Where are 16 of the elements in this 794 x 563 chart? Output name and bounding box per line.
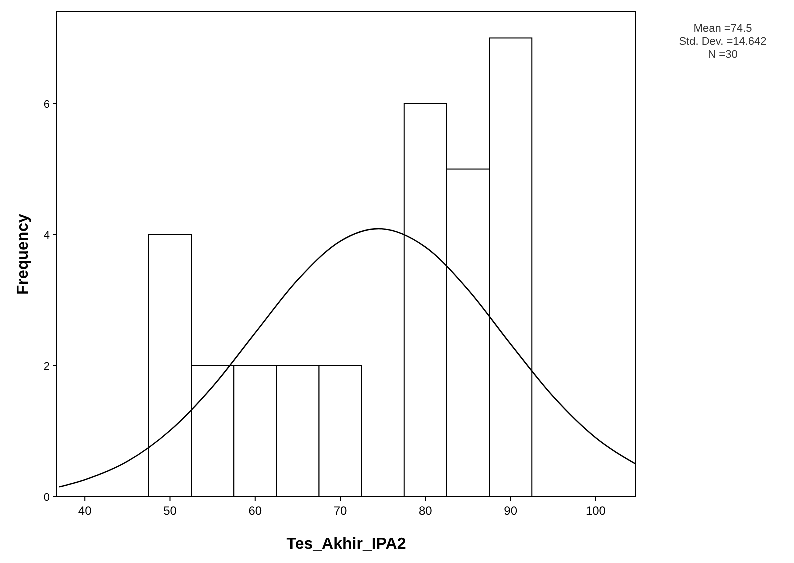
x-tick-label: 60 bbox=[248, 504, 262, 518]
y-tick-label: 6 bbox=[44, 98, 50, 111]
x-tick-label: 50 bbox=[164, 504, 178, 518]
text: Std. Dev. =14.642 bbox=[679, 36, 767, 48]
x-tick-label: 80 bbox=[419, 504, 433, 518]
x-axis-title: Tes_Akhir_IPA2 bbox=[286, 536, 406, 553]
x-tick-label: 100 bbox=[586, 504, 606, 518]
text: N =30 bbox=[708, 49, 738, 61]
y-axis-title: Frequency bbox=[15, 214, 32, 295]
y-tick-label: 2 bbox=[44, 360, 50, 373]
y-tick-label: 0 bbox=[44, 492, 50, 504]
x-tick-label: 90 bbox=[504, 504, 518, 518]
y-tick-label: 4 bbox=[44, 230, 50, 242]
text: Mean =74.5 bbox=[694, 23, 752, 35]
x-tick-label: 70 bbox=[334, 504, 348, 518]
x-tick-label: 40 bbox=[78, 504, 92, 518]
